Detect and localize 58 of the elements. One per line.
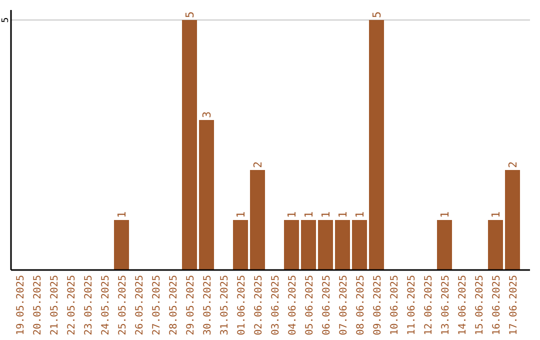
data-label: 1 <box>286 211 298 218</box>
x-tick-label: 05.06.2025 <box>304 275 316 336</box>
bar <box>284 220 299 270</box>
x-tick-label: 16.06.2025 <box>492 275 502 336</box>
x-tick-label: 21.05.2025 <box>50 275 60 336</box>
bar <box>182 20 197 270</box>
data-label: 5 <box>184 11 196 18</box>
x-tick-label: 04.06.2025 <box>288 275 298 336</box>
x-tick-label: 24.05.2025 <box>100 275 112 336</box>
x-tick-label: 27.05.2025 <box>152 275 162 336</box>
data-label: 2 <box>506 161 520 168</box>
x-tick-label: 01.06.2025 <box>236 275 248 336</box>
bar <box>369 20 384 270</box>
x-tick-label: 14.06.2025 <box>458 275 468 336</box>
x-tick-label: 06.06.2025 <box>322 275 332 336</box>
data-label: 1 <box>490 211 502 218</box>
data-label: 1 <box>234 211 248 218</box>
bar <box>233 220 248 270</box>
bar <box>199 120 214 270</box>
data-label: 1 <box>438 211 452 218</box>
data-label: 3 <box>200 111 214 118</box>
x-tick-label: 09.06.2025 <box>372 275 384 336</box>
x-tick-label: 30.05.2025 <box>202 275 214 336</box>
x-tick-label: 28.05.2025 <box>168 275 180 336</box>
bar <box>301 220 316 270</box>
x-tick-label: 26.05.2025 <box>134 275 146 336</box>
bar <box>488 220 503 270</box>
x-tick-label: 10.06.2025 <box>390 275 400 336</box>
x-tick-label: 29.05.2025 <box>186 275 196 336</box>
x-tick-label: 20.05.2025 <box>32 275 44 336</box>
x-tick-label: 25.05.2025 <box>118 275 128 336</box>
data-label: 1 <box>320 211 332 218</box>
x-tick-label: 15.06.2025 <box>474 275 486 336</box>
data-label: 5 <box>370 11 384 18</box>
bar <box>335 220 350 270</box>
x-tick-label: 08.06.2025 <box>356 275 366 336</box>
x-tick-label: 07.06.2025 <box>338 275 350 336</box>
data-label: 1 <box>116 211 128 218</box>
x-tick-label: 03.06.2025 <box>270 275 282 336</box>
bar <box>437 220 452 270</box>
x-tick-label: 12.06.2025 <box>424 275 434 336</box>
x-tick-label: 23.05.2025 <box>84 275 94 336</box>
x-tick-label: 02.06.2025 <box>254 275 264 336</box>
bar <box>318 220 333 270</box>
data-label: 2 <box>252 161 264 168</box>
x-tick-label: 31.05.2025 <box>220 275 230 336</box>
x-tick-label: 22.05.2025 <box>66 275 78 336</box>
x-tick-label: 13.06.2025 <box>440 275 452 336</box>
x-tick-label: 11.06.2025 <box>406 275 418 336</box>
x-tick-label: 19.05.2025 <box>16 275 26 336</box>
bar <box>505 170 520 270</box>
data-label: 1 <box>302 211 316 218</box>
x-tick-label: 17.06.2025 <box>508 275 520 336</box>
bar <box>250 170 265 270</box>
data-label: 1 <box>336 211 350 218</box>
bar <box>114 220 129 270</box>
data-label: 1 <box>354 211 366 218</box>
bar <box>352 220 367 270</box>
